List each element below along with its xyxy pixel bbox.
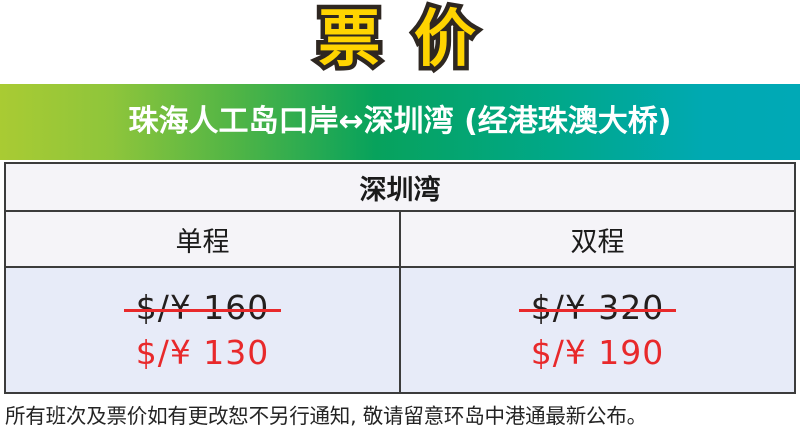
column-header-one-way: 单程 <box>4 210 401 268</box>
price-cell-round-trip: $/¥ 320 $/¥ 190 <box>399 266 796 394</box>
old-price-one-way: $/¥ 160 <box>123 288 282 327</box>
poster-title: 票 价 <box>0 0 800 79</box>
old-price-one-way-text: $/¥ 160 <box>135 288 270 327</box>
column-header-round-trip: 双程 <box>399 210 796 268</box>
strikethrough-line-round-trip <box>518 308 677 312</box>
old-price-round-trip: $/¥ 320 <box>518 288 677 327</box>
poster-title-text: 票 价 <box>314 0 482 79</box>
old-price-round-trip-text: $/¥ 320 <box>530 288 665 327</box>
destination-header-cell: 深圳湾 <box>4 162 796 212</box>
table-row-trip-types: 单程 双程 <box>4 210 796 268</box>
price-stack-one-way: $/¥ 160 $/¥ 130 <box>6 288 399 372</box>
new-price-one-way: $/¥ 130 <box>135 333 270 372</box>
footnote-text: 所有班次及票价如有更改恕不另行通知, 敬请留意环岛中港通最新公布。 <box>5 404 647 428</box>
price-cell-one-way: $/¥ 160 $/¥ 130 <box>4 266 401 394</box>
table-row-destination: 深圳湾 <box>4 162 796 212</box>
route-banner-text: 珠海人工岛口岸↔深圳湾 (经港珠澳大桥) <box>128 104 672 139</box>
strikethrough-line-one-way <box>123 308 282 312</box>
route-banner: 珠海人工岛口岸↔深圳湾 (经港珠澳大桥) <box>0 84 800 160</box>
price-stack-round-trip: $/¥ 320 $/¥ 190 <box>401 288 794 372</box>
fare-table: 深圳湾 单程 双程 $/¥ 160 $/¥ 130 <box>4 162 796 394</box>
new-price-round-trip: $/¥ 190 <box>530 333 665 372</box>
table-row-prices: $/¥ 160 $/¥ 130 $/¥ 320 $/¥ 190 <box>4 266 796 394</box>
